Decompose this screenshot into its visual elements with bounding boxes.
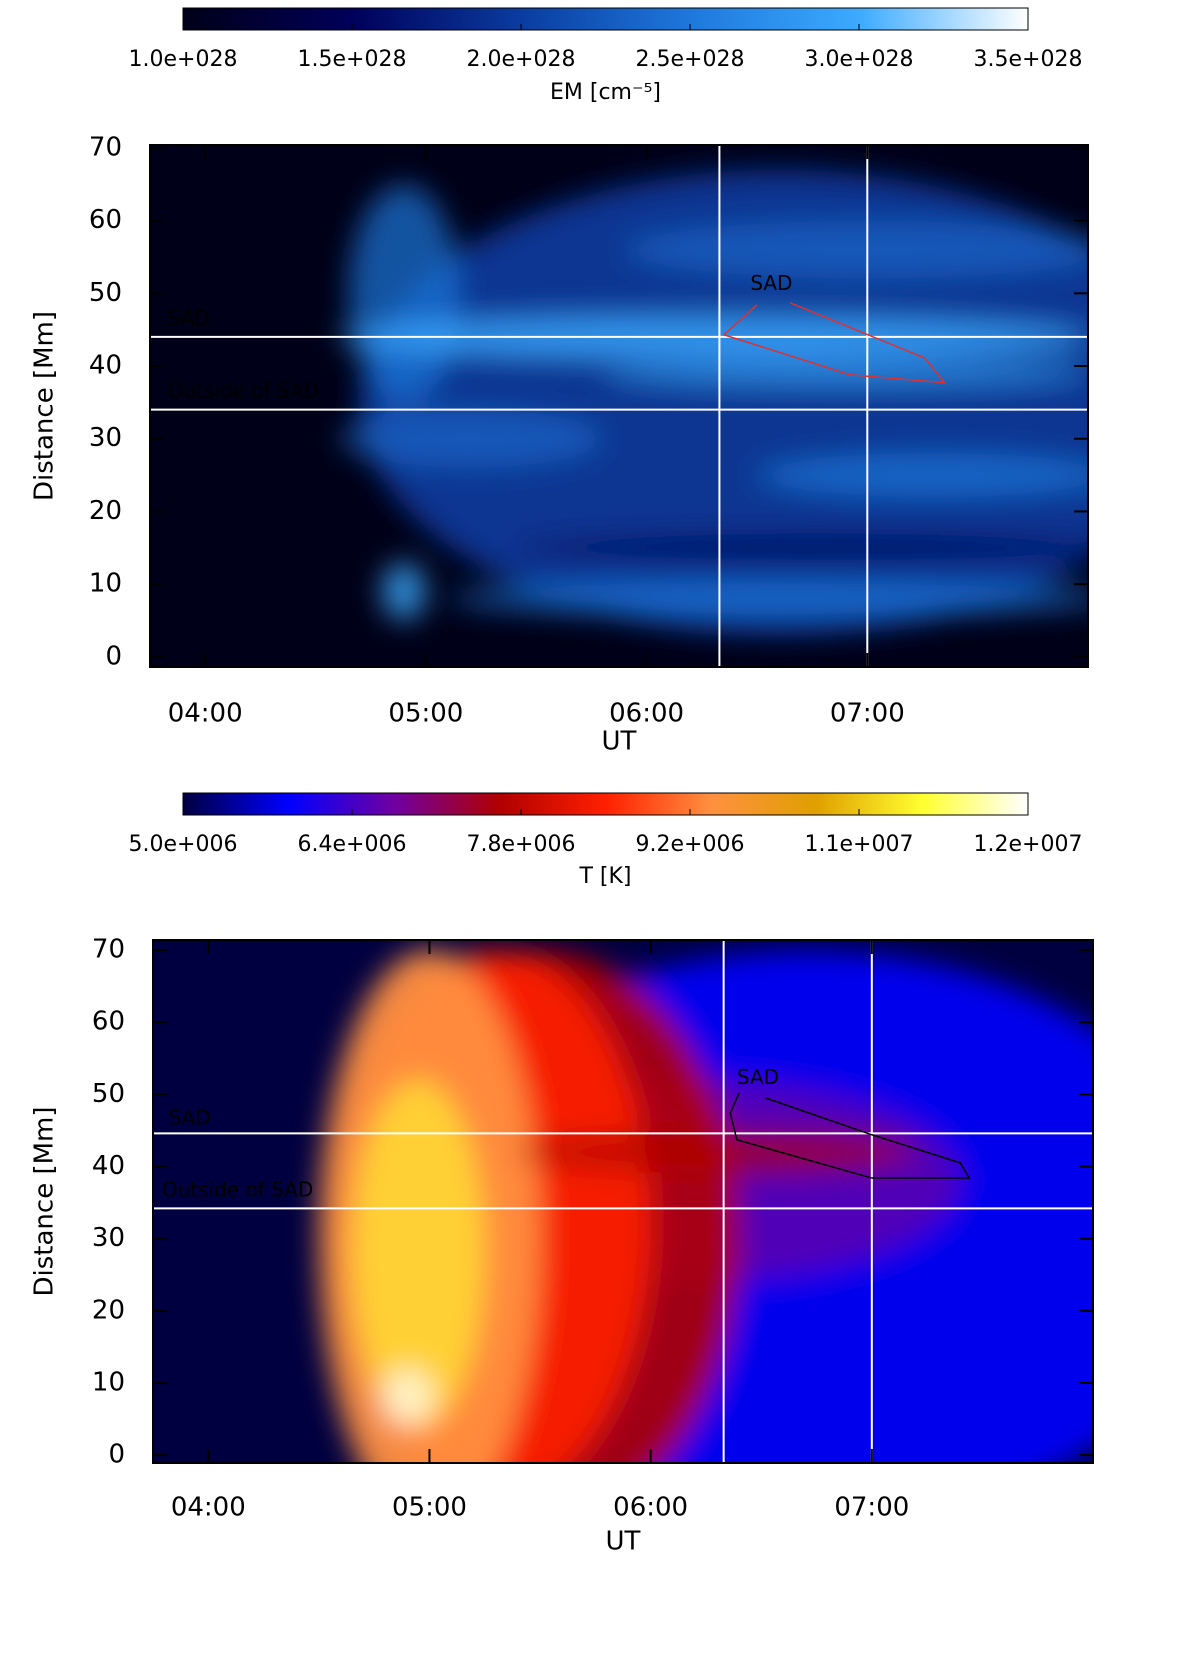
colorbar-tick-label: 2.5e+028 <box>636 47 745 72</box>
heatmap-blob <box>514 533 1088 563</box>
heatmap-blob <box>448 580 1088 617</box>
y-tick-label: 70 <box>92 935 125 965</box>
x-tick-label: 04:00 <box>171 1493 246 1523</box>
colorbar-tick-label: 1.5e+028 <box>298 47 407 72</box>
colorbar-tick-label: 1.1e+007 <box>805 832 914 857</box>
y-tick-label: 20 <box>89 496 122 526</box>
x-axis-label: UT <box>606 1527 641 1557</box>
y-tick-label: 20 <box>92 1295 125 1325</box>
colorbar-tick-label: 6.4e+006 <box>298 832 407 857</box>
x-tick-label: 07:00 <box>834 1493 909 1523</box>
colorbar <box>182 792 1029 816</box>
plot-frame <box>152 939 1094 1464</box>
y-tick-label: 50 <box>92 1079 125 1109</box>
heatmap-blob <box>381 562 426 621</box>
colorbar-tick-label: 3.0e+028 <box>805 47 914 72</box>
heatmap-blob <box>624 220 1088 279</box>
colorbar-tick-label: 9.2e+006 <box>636 832 745 857</box>
x-tick-label: 05:00 <box>388 699 463 729</box>
y-tick-label: 30 <box>92 1223 125 1253</box>
annotation: Outside of SAD <box>168 379 319 403</box>
annotation: Outside of SAD <box>162 1178 313 1202</box>
x-tick-label: 06:00 <box>613 1493 688 1523</box>
heatmap-blob <box>517 1130 917 1174</box>
colorbar-tick-label: 7.8e+006 <box>467 832 576 857</box>
y-axis-label: Distance [Mm] <box>30 1107 60 1297</box>
heatmap-blob <box>348 184 459 403</box>
y-tick-label: 0 <box>105 641 122 671</box>
colorbar-tick-label: 1.0e+028 <box>129 47 238 72</box>
heatmap-blob <box>337 409 603 468</box>
sad-region <box>722 302 947 384</box>
heatmap: SAD Outside of SAD SAD <box>150 145 1088 667</box>
colorbar-tick-label: 3.5e+028 <box>974 47 1083 72</box>
sad-region <box>729 1092 971 1179</box>
x-tick-label: 07:00 <box>830 699 905 729</box>
colorbar-label: T [K] <box>578 864 631 889</box>
colorbar-tick-label: 2.0e+028 <box>467 47 576 72</box>
heatmap-blob <box>380 1368 434 1427</box>
heatmap-blob <box>756 453 1088 497</box>
annotation: SAD <box>168 306 210 330</box>
x-tick-label: 05:00 <box>392 1493 467 1523</box>
y-tick-label: 70 <box>89 132 122 162</box>
colorbar-tick-label: 1.2e+007 <box>974 832 1083 857</box>
y-tick-label: 10 <box>89 569 122 599</box>
heatmap: SAD Outside of SAD SAD <box>153 940 1093 1463</box>
y-tick-label: 0 <box>108 1440 125 1470</box>
heatmap-blob <box>359 169 1088 635</box>
x-axis-label: UT <box>602 727 637 757</box>
heatmap-blob <box>352 1079 485 1427</box>
plot-frame <box>149 144 1089 668</box>
colorbar-tick-label: 5.0e+006 <box>129 832 238 857</box>
x-tick-label: 06:00 <box>609 699 684 729</box>
annotation: SAD <box>168 1105 210 1129</box>
annotation: SAD <box>737 1065 779 1089</box>
y-tick-label: 40 <box>92 1151 125 1181</box>
colorbar <box>182 7 1029 31</box>
y-tick-label: 10 <box>92 1367 125 1397</box>
colorbar-label: EM [cm⁻⁵] <box>550 80 661 105</box>
x-tick-label: 04:00 <box>168 699 243 729</box>
y-axis-label: Distance [Mm] <box>30 311 60 501</box>
annotation: SAD <box>750 271 792 295</box>
y-tick-label: 60 <box>89 205 122 235</box>
y-tick-label: 30 <box>89 423 122 453</box>
y-tick-label: 60 <box>92 1007 125 1037</box>
y-tick-label: 50 <box>89 278 122 308</box>
heatmap-blobs <box>318 950 1093 1463</box>
y-tick-label: 40 <box>89 351 122 381</box>
